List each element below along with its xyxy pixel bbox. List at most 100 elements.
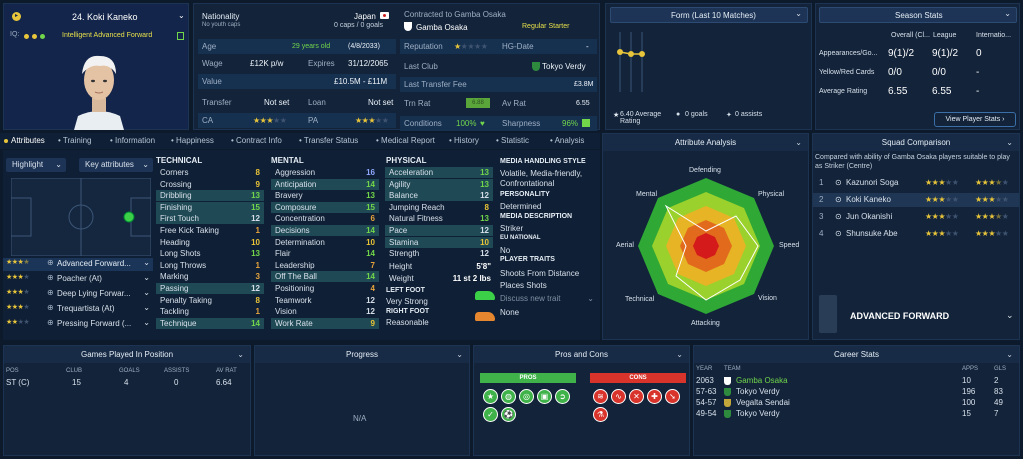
- attribute-free-kick-taking[interactable]: Free Kick Taking 1: [156, 225, 264, 236]
- club-crest-icon: [724, 399, 731, 407]
- key-attributes-dropdown[interactable]: Key attributes ⌄: [79, 158, 153, 172]
- tab-contract-info[interactable]: • Contract Info: [231, 136, 282, 145]
- attribute-value: 10: [251, 237, 260, 247]
- attribute-teamwork[interactable]: Teamwork 12: [271, 295, 379, 306]
- attribute-composure[interactable]: Composure 15: [271, 201, 379, 213]
- tab-transfer-status[interactable]: • Transfer Status: [299, 136, 359, 145]
- attribute-finishing[interactable]: Finishing 15: [156, 201, 264, 213]
- squad-row-2[interactable]: 2 ⊙ Koki Kaneko ★★★★★ ★★★★★: [813, 193, 1019, 207]
- con-cross-icon[interactable]: ✕: [629, 389, 644, 404]
- pro-screen-icon[interactable]: ▣: [537, 389, 552, 404]
- attribute-label: Tackling: [160, 307, 189, 317]
- attribute-flair[interactable]: Flair 14: [271, 248, 379, 259]
- attribute-acceleration[interactable]: Acceleration 13: [385, 167, 493, 178]
- attribute-heading[interactable]: Heading 10: [156, 237, 264, 248]
- squad-row-4[interactable]: 4 ⊙ Shunsuke Abe ★★★★★ ★★★★★: [819, 229, 1009, 238]
- profile-card: ▸ 24. Koki Kaneko ⌄ IQ: Intelligent Adva…: [3, 3, 189, 130]
- attribute-agility[interactable]: Agility 13: [385, 178, 493, 190]
- chevron-down-icon[interactable]: ⌄: [178, 11, 185, 20]
- tab-analysis[interactable]: • Analysis: [550, 136, 585, 145]
- attribute-pace[interactable]: Pace 12: [385, 225, 493, 236]
- attribute-first-touch[interactable]: First Touch 12: [156, 213, 264, 225]
- attribute-marking[interactable]: Marking 3: [156, 271, 264, 282]
- chevron-down-icon[interactable]: ⌄: [1006, 310, 1014, 320]
- career-apps: 15: [962, 409, 971, 418]
- pro-shield-icon[interactable]: ◍: [501, 389, 516, 404]
- tab-history[interactable]: • History: [449, 136, 479, 145]
- attribute-corners[interactable]: Corners 8: [156, 167, 264, 178]
- right-foot-traits-none: None: [500, 308, 520, 317]
- attribute-work-rate[interactable]: Work Rate 9: [271, 317, 379, 329]
- attribute-label: Positioning: [275, 284, 315, 293]
- view-player-stats-button[interactable]: View Player Stats ›: [934, 112, 1016, 127]
- attribute-natural-fitness[interactable]: Natural Fitness 13: [385, 213, 493, 224]
- attribute-value: 16: [366, 168, 375, 177]
- media-description-value: Striker: [500, 224, 524, 233]
- attribute-off-the-ball[interactable]: Off The Ball 14: [271, 271, 379, 283]
- role-row-3[interactable]: ★★★★ ⊕ Deep Lying Forwar... ⌄: [6, 288, 150, 298]
- pro-check-icon[interactable]: ✓: [483, 407, 498, 422]
- squad-comparison-panel: Squad Comparison ⌄ Compared with ability …: [812, 133, 1020, 340]
- pro-speed-icon[interactable]: ➲: [555, 389, 570, 404]
- squad-row-3[interactable]: 3 ⊙ Jun Okanishi ★★★★★ ★★★★★: [819, 212, 1009, 221]
- attribute-passing[interactable]: Passing 12: [156, 283, 264, 294]
- con-medical-icon[interactable]: ✚: [647, 389, 662, 404]
- attribute-anticipation[interactable]: Anticipation 14: [271, 178, 379, 190]
- attribute-concentration[interactable]: Concentration 6: [271, 213, 379, 224]
- con-spring-icon[interactable]: ≋: [593, 389, 608, 404]
- attribute-determination[interactable]: Determination 10: [271, 237, 379, 248]
- attribute-crossing[interactable]: Crossing 9: [156, 179, 264, 190]
- form-dropdown[interactable]: Form (Last 10 Matches) ⌄: [610, 7, 808, 23]
- shortlist-icon[interactable]: [177, 32, 184, 40]
- attribute-bravery[interactable]: Bravery 13: [271, 190, 379, 201]
- season-col-2: League: [933, 32, 957, 39]
- player-name[interactable]: 24. Koki Kaneko: [72, 12, 138, 22]
- attribute-stamina[interactable]: Stamina 10: [385, 236, 493, 248]
- tab-statistic[interactable]: • Statistic: [496, 136, 530, 145]
- attribute-leadership[interactable]: Leadership 7: [271, 260, 379, 271]
- pro-star-icon[interactable]: ★: [483, 389, 498, 404]
- attribute-long-shots[interactable]: Long Shots 13: [156, 248, 264, 259]
- attribute-value: 13: [480, 179, 489, 189]
- position-pitch[interactable]: [11, 178, 151, 256]
- mental-title: MENTAL: [271, 156, 304, 165]
- player-menu-icon[interactable]: ▸: [12, 12, 21, 21]
- attribute-long-throws[interactable]: Long Throws 1: [156, 260, 264, 271]
- role-row-2[interactable]: ★★★★ ⊕ Poacher (At) ⌄: [6, 273, 150, 283]
- tab-medical-report[interactable]: • Medical Report: [376, 136, 435, 145]
- attribute-penalty-taking[interactable]: Penalty Taking 8: [156, 295, 264, 306]
- attribute-aggression[interactable]: Aggression 16: [271, 167, 379, 178]
- tab-attributes[interactable]: Attributes: [4, 134, 45, 148]
- club-name[interactable]: Gamba Osaka: [416, 23, 468, 32]
- con-throw-icon[interactable]: ➘: [665, 389, 680, 404]
- pro-target-icon[interactable]: ◎: [519, 389, 534, 404]
- role-row-4[interactable]: ★★★★ ⊕ Trequartista (At) ⌄: [6, 303, 150, 313]
- attribute-positioning[interactable]: Positioning 4: [271, 283, 379, 294]
- attribute-technique[interactable]: Technique 14: [156, 317, 264, 329]
- tab-training[interactable]: • Training: [58, 136, 92, 145]
- pro-ball-icon[interactable]: ⚽: [501, 407, 516, 422]
- season-row-1-v3: 0: [976, 48, 982, 59]
- attribute-analysis-title: Attribute Analysis ⌄: [603, 134, 808, 151]
- attribute-decisions[interactable]: Decisions 14: [271, 225, 379, 236]
- role-row-1[interactable]: ★★★★ ⊕ Advanced Forward... ⌄: [3, 258, 153, 271]
- attribute-value: 1: [255, 260, 260, 270]
- attribute-dribbling[interactable]: Dribbling 13: [156, 190, 264, 202]
- tab-information[interactable]: • Information: [110, 136, 156, 145]
- attribute-strength[interactable]: Strength 12: [385, 248, 493, 259]
- attribute-tackling[interactable]: Tackling 1: [156, 306, 264, 317]
- role-row-5[interactable]: ★★★★ ⊕ Pressing Forward (... ⌄: [6, 318, 150, 328]
- season-dropdown[interactable]: Season Stats ⌄: [819, 7, 1017, 23]
- con-wave-icon[interactable]: ∿: [611, 389, 626, 404]
- discuss-trait-dropdown[interactable]: Discuss new trait ⌄: [500, 294, 594, 303]
- highlight-dropdown[interactable]: Highlight ⌄: [6, 158, 66, 172]
- career-apps: 196: [962, 387, 976, 396]
- tab-happiness[interactable]: • Happiness: [171, 136, 214, 145]
- squad-row-1[interactable]: 1 ⊙ Kazunori Soga ★★★★★ ★★★★★: [819, 178, 1009, 187]
- attribute-jumping-reach[interactable]: Jumping Reach 8: [385, 202, 493, 213]
- nationality-value[interactable]: Japan: [354, 12, 376, 21]
- con-flask-icon[interactable]: ⚗: [593, 407, 608, 422]
- attribute-value: 4: [370, 284, 375, 293]
- attribute-balance[interactable]: Balance 12: [385, 190, 493, 202]
- attribute-vision[interactable]: Vision 12: [271, 306, 379, 317]
